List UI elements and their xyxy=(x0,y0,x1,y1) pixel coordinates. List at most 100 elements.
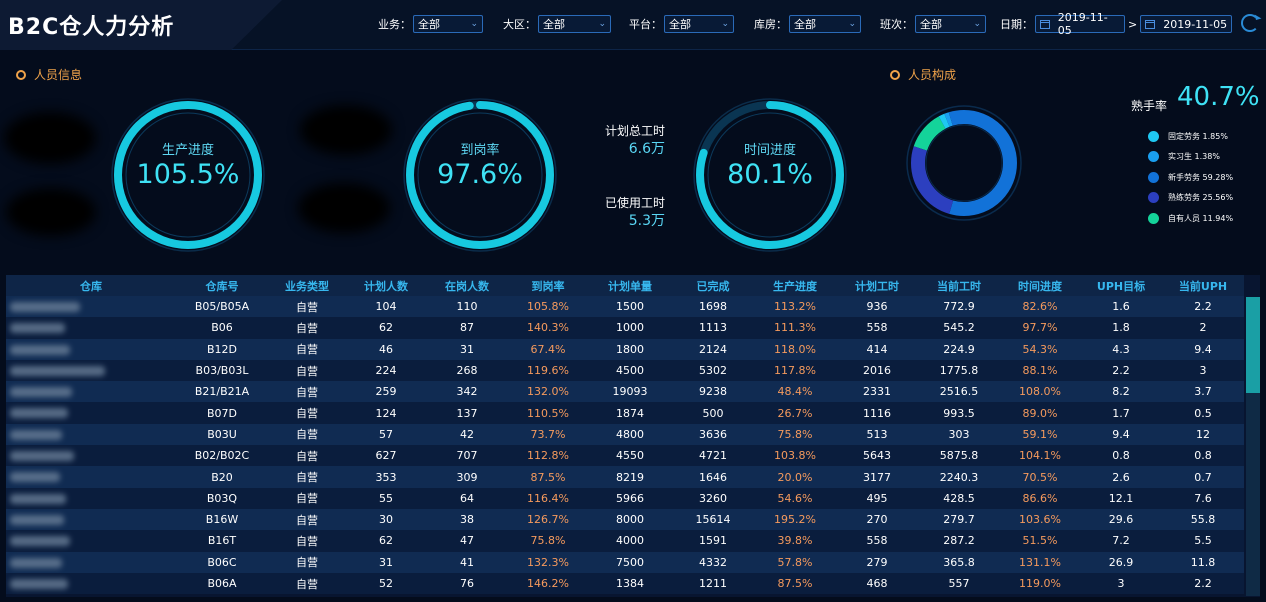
column-header[interactable]: 计划单量 xyxy=(588,275,672,296)
table-cell: 1591 xyxy=(672,530,754,552)
table-cell xyxy=(6,572,176,595)
table-header-row: 仓库 仓库号 业务类型 计划人数 在岗人数 到岗率 计划单量 已完成 生产进度 … xyxy=(6,275,1244,296)
table-cell: 8219 xyxy=(588,466,672,488)
table-cell: 3.7 xyxy=(1162,381,1244,403)
table-cell: 52 xyxy=(346,572,426,595)
chevron-down-icon: ⌄ xyxy=(848,19,856,29)
end-date-input[interactable]: 2019-11-05 xyxy=(1140,15,1233,33)
column-header[interactable]: 仓库 xyxy=(6,275,176,296)
table-cell xyxy=(6,530,176,552)
table-cell: 353 xyxy=(346,466,426,488)
legend-name: 实习生 xyxy=(1168,152,1192,162)
table-row[interactable]: B16T 自营 62 47 75.8% 4000 1591 39.8% 558 287.2 51.5… xyxy=(6,530,1244,552)
table-cell: 428.5 xyxy=(918,487,1000,509)
column-header[interactable]: 计划工时 xyxy=(836,275,918,296)
table-cell: 287.2 xyxy=(918,530,1000,552)
column-header[interactable]: 当前UPH xyxy=(1162,275,1244,296)
table-cell: 2516.5 xyxy=(918,381,1000,403)
table-row[interactable]: B03/B03L 自营 224 268 119.6% 4500 5302 117.8% 2016… xyxy=(6,359,1244,382)
skilled-rate-value: 40.7% xyxy=(1177,82,1260,112)
table-row[interactable]: B03U 自营 57 42 73.7% 4800 3636 75.8% 513 303 59.1% 9… xyxy=(6,423,1244,446)
table-row[interactable]: B06 自营 62 87 140.3% 1000 1113 111.3% 558 545.2 97.… xyxy=(6,317,1244,339)
refresh-icon[interactable] xyxy=(1241,14,1259,32)
table-cell: 132.0% xyxy=(508,381,588,403)
legend-pct: 1.38% xyxy=(1194,152,1220,162)
table-row[interactable]: B02/B02C 自营 627 707 112.8% 4550 4721 103.8% 5643… xyxy=(6,445,1244,467)
region-select[interactable]: 全部 ⌄ xyxy=(538,15,611,33)
table-cell: 279.7 xyxy=(918,508,1000,531)
table-cell: 54.3% xyxy=(1000,338,1080,360)
table-cell: 4.3 xyxy=(1080,338,1162,360)
table-row[interactable]: B12D 自营 46 31 67.4% 1800 2124 118.0% 414 224.9 54.… xyxy=(6,338,1244,360)
table-cell: 4800 xyxy=(588,423,672,446)
table-row[interactable]: B03Q 自营 55 64 116.4% 5966 3260 54.6% 495 428.5 86.… xyxy=(6,487,1244,509)
table-row[interactable]: B06A 自营 52 76 146.2% 1384 1211 87.5% 468 557 119.0… xyxy=(6,572,1244,595)
date-value: 2019-11-05 xyxy=(1057,11,1108,37)
table-row[interactable]: B06C 自营 31 41 132.3% 7500 4332 57.8% 279 365.8 131… xyxy=(6,551,1244,573)
table-cell: 4000 xyxy=(588,530,672,552)
planned-hours-label: 计划总工时 xyxy=(604,124,665,138)
table-cell: 89.0% xyxy=(1000,402,1080,424)
table-cell: 1646 xyxy=(672,466,754,488)
select-value: 全部 xyxy=(920,18,942,31)
shift-select[interactable]: 全部 ⌄ xyxy=(915,15,986,33)
table-cell: B06 xyxy=(176,317,268,339)
platform-select[interactable]: 全部 ⌄ xyxy=(664,15,734,33)
redacted-warehouse-name xyxy=(10,344,70,355)
table-cell: 119.0% xyxy=(1000,572,1080,595)
warehouse-select[interactable]: 全部 ⌄ xyxy=(789,15,861,33)
column-header[interactable]: 计划人数 xyxy=(346,275,426,296)
table-cell: 自营 xyxy=(268,551,346,573)
filter-warehouse: 库房： 全部 ⌄ xyxy=(754,14,861,34)
chevron-down-icon: ⌄ xyxy=(721,19,729,29)
legend-dot xyxy=(1148,171,1159,183)
table-cell: 1384 xyxy=(588,572,672,595)
table-cell: B20 xyxy=(176,466,268,488)
redacted-warehouse-name xyxy=(10,387,72,398)
legend-dot xyxy=(1148,151,1159,163)
column-header[interactable]: 在岗人数 xyxy=(426,275,508,296)
table-row[interactable]: B05/B05A 自营 104 110 105.8% 1500 1698 113.2% 936 7… xyxy=(6,296,1244,318)
section-title: 人员信息 xyxy=(34,68,83,82)
filter-label: 日期： xyxy=(1000,18,1033,31)
column-header[interactable]: 当前工时 xyxy=(918,275,1000,296)
table-row[interactable]: B21/B21A 自营 259 342 132.0% 19093 9238 48.4% 2331… xyxy=(6,381,1244,403)
table-cell: 0.7 xyxy=(1162,466,1244,488)
column-header[interactable]: 时间进度 xyxy=(1000,275,1080,296)
table-cell: 自营 xyxy=(268,466,346,488)
column-header[interactable]: 到岗率 xyxy=(508,275,588,296)
table-cell: 112.8% xyxy=(508,445,588,467)
start-date-input[interactable]: 2019-11-05 xyxy=(1035,11,1125,37)
table-scrollbar-thumb[interactable] xyxy=(1246,297,1260,393)
table-cell: 1874 xyxy=(588,402,672,424)
table-cell: 自营 xyxy=(268,317,346,339)
table-cell: 88.1% xyxy=(1000,359,1080,382)
table-cell: 1211 xyxy=(672,572,754,595)
table-row[interactable]: B07D 自营 124 137 110.5% 1874 500 26.7% 1116 993.5 8… xyxy=(6,402,1244,424)
legend-name: 自有人员 xyxy=(1168,213,1200,223)
table-cell: 73.7% xyxy=(508,423,588,446)
table-cell: 414 xyxy=(836,338,918,360)
table-cell: 86.6% xyxy=(1000,487,1080,509)
table-cell: 1.7 xyxy=(1080,402,1162,424)
chevron-down-icon: ⌄ xyxy=(598,19,606,29)
table-cell: B16T xyxy=(176,530,268,552)
column-header[interactable]: 已完成 xyxy=(672,275,754,296)
table-cell: 772.9 xyxy=(918,296,1000,318)
table-row[interactable]: B20 自营 353 309 87.5% 8219 1646 20.0% 3177 2240.3 7… xyxy=(6,466,1244,488)
business-select[interactable]: 全部 ⌄ xyxy=(413,15,483,33)
column-header[interactable]: 仓库号 xyxy=(176,275,268,296)
column-header[interactable]: 生产进度 xyxy=(754,275,836,296)
column-header[interactable]: UPH目标 xyxy=(1080,275,1162,296)
table-cell: 5.5 xyxy=(1162,530,1244,552)
table-cell xyxy=(6,402,176,424)
table-cell: 26.9 xyxy=(1080,551,1162,573)
column-header[interactable]: 业务类型 xyxy=(268,275,346,296)
select-value: 全部 xyxy=(418,18,440,31)
filter-label: 大区： xyxy=(503,18,536,31)
table-cell: 26.7% xyxy=(754,402,836,424)
table-cell: 48.4% xyxy=(754,381,836,403)
redacted-warehouse-name xyxy=(10,408,68,419)
redacted-warehouse-name xyxy=(10,472,60,483)
table-row[interactable]: B16W 自营 30 38 126.7% 8000 15614 195.2% 270 279.7 1… xyxy=(6,508,1244,531)
